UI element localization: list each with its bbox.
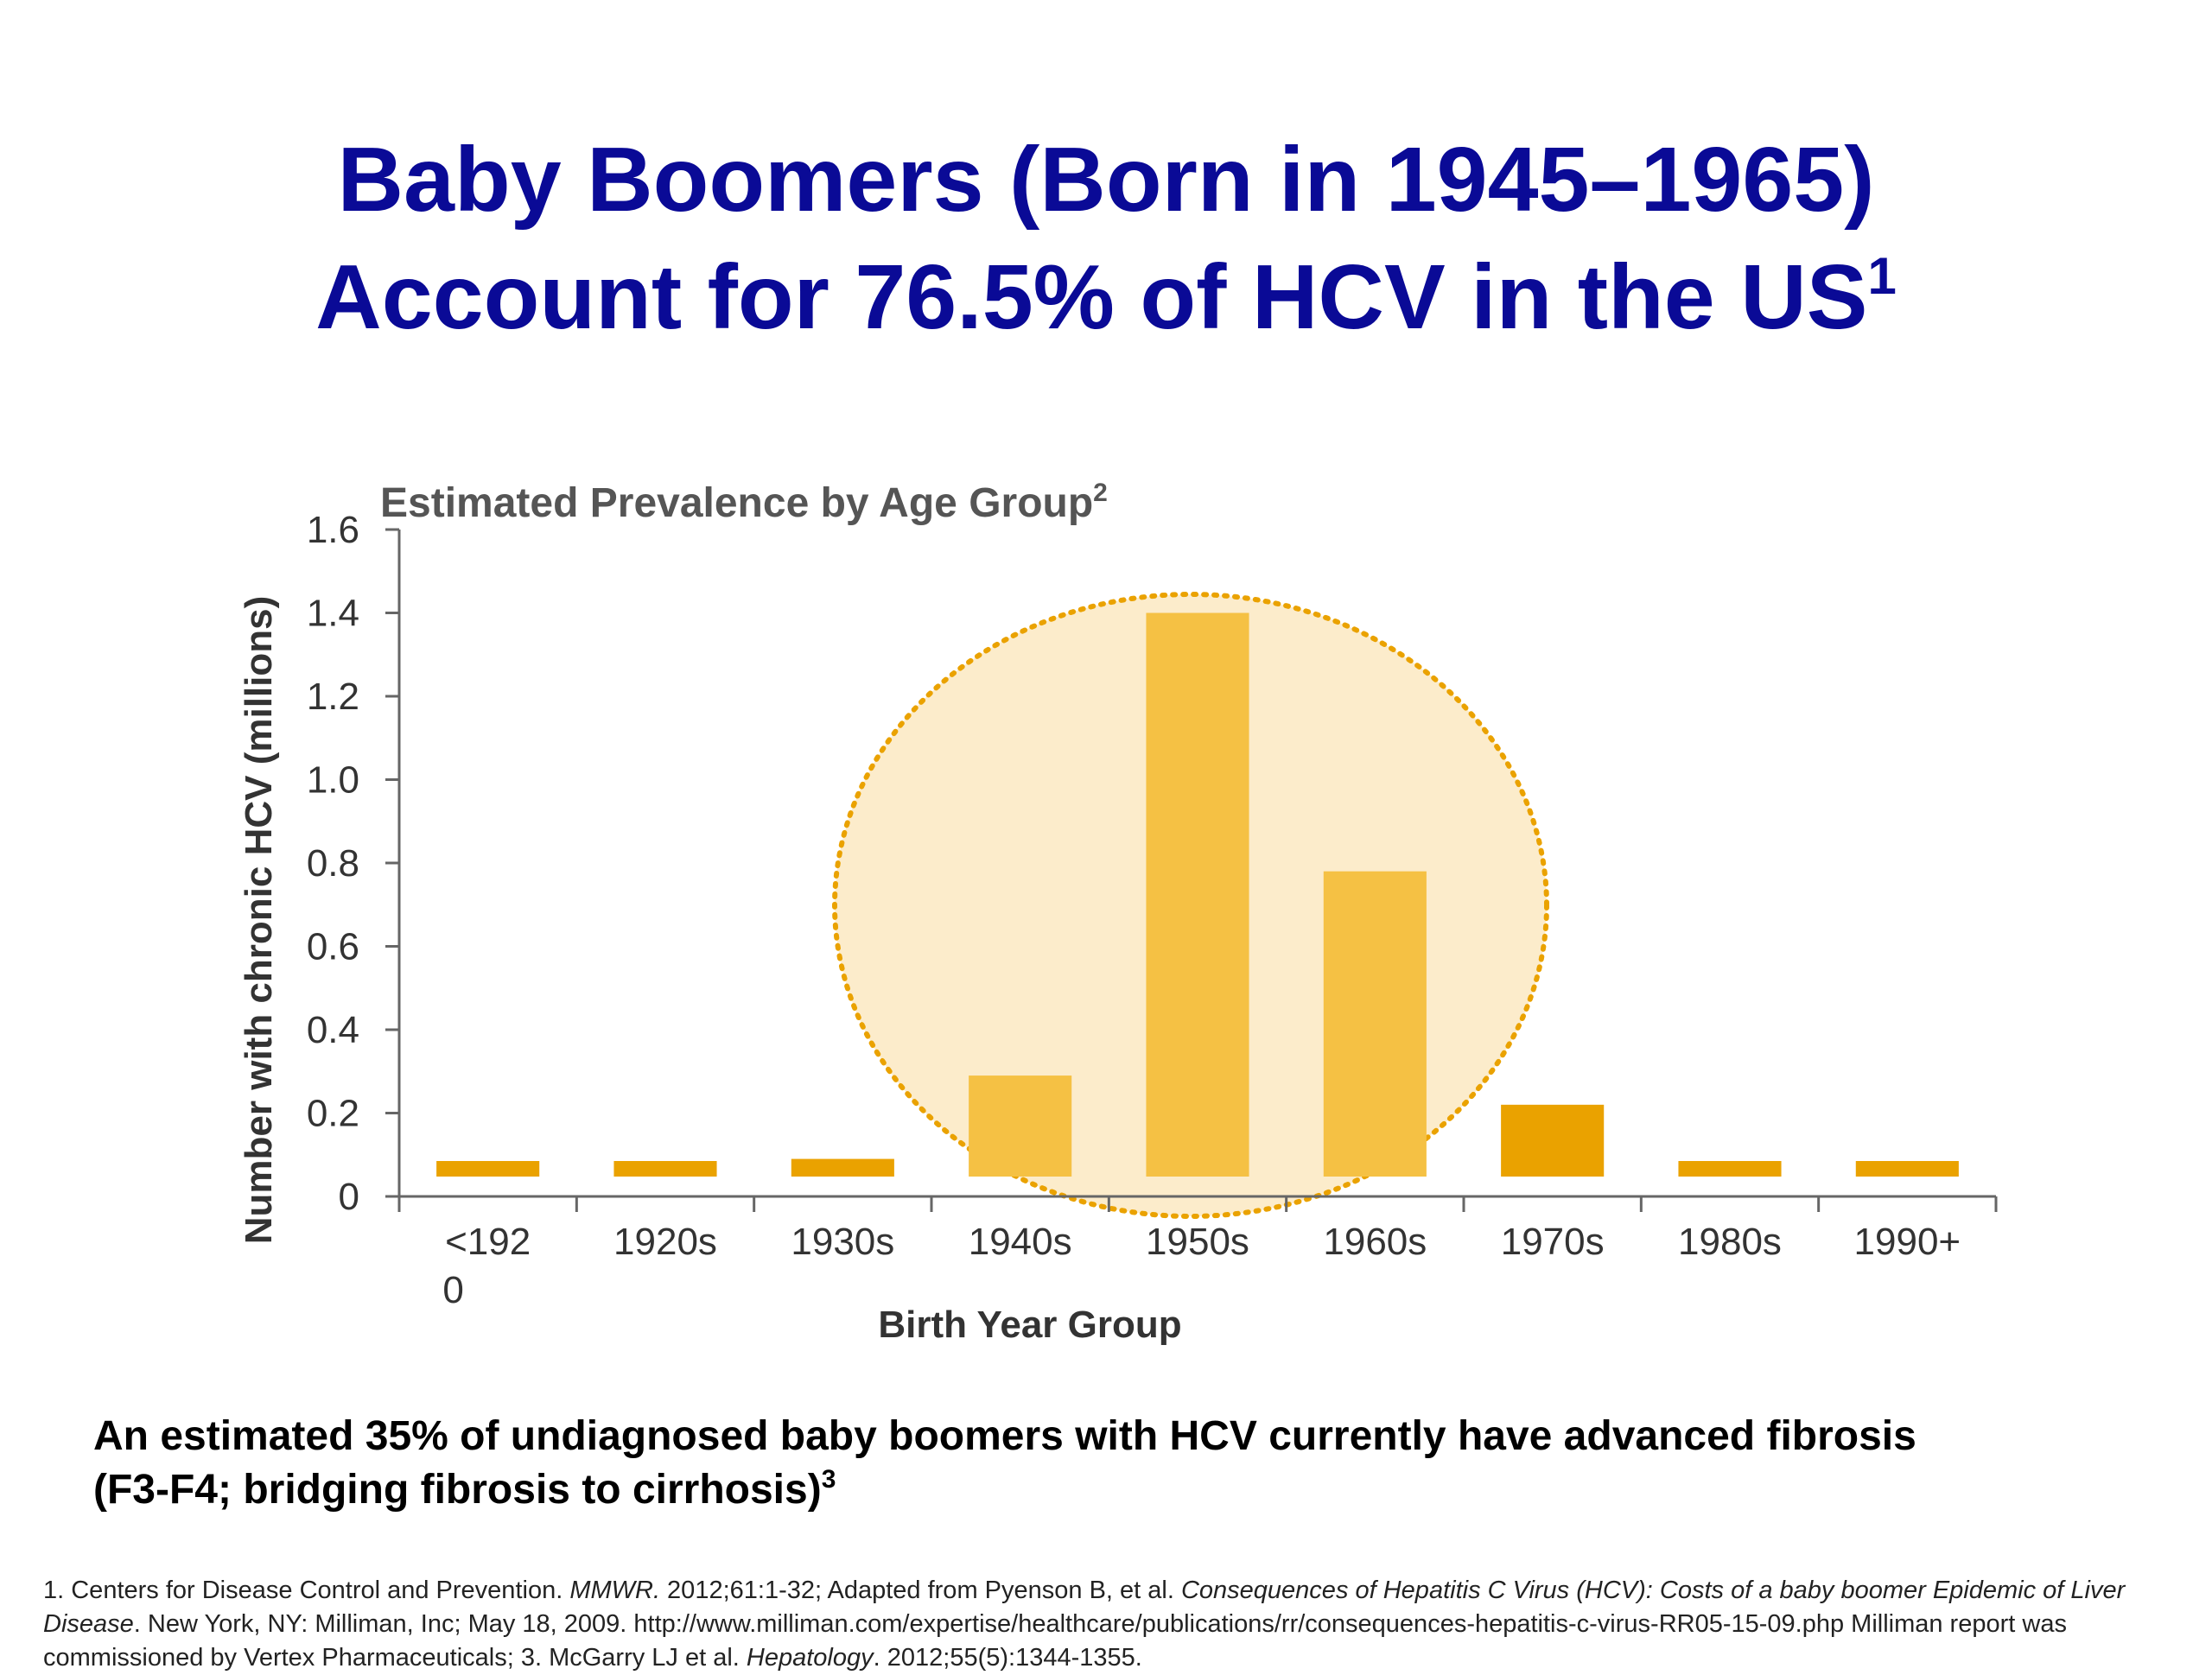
bar-1930s xyxy=(791,1158,894,1177)
bar-1990 xyxy=(1855,1161,1959,1177)
x-tick-label-cont: 0 xyxy=(442,1269,463,1311)
ref1-part-c: . New York, NY: Milliman, Inc; May 18, 2… xyxy=(43,1610,2067,1672)
x-tick-label: <192 xyxy=(445,1221,531,1263)
x-tick-label: 1920s xyxy=(613,1221,717,1263)
slide-title-line1: Baby Boomers (Born in 1945–1965) xyxy=(337,129,1875,231)
y-tick-label: 0.4 xyxy=(307,1009,359,1051)
y-tick-label: 1.0 xyxy=(307,759,359,802)
ref1-title: Consequences of Hepatitis C Virus (HCV):… xyxy=(43,1577,2126,1638)
y-axis-title: Number with chronic HCV (millions) xyxy=(238,596,280,1245)
ref1-part-a: 1. Centers for Disease Control and Preve… xyxy=(43,1577,570,1604)
bar-1960s xyxy=(1323,871,1427,1177)
bar-1920s xyxy=(613,1161,717,1177)
bar-1970s xyxy=(1501,1104,1605,1177)
slide-title: Baby Boomers (Born in 1945–1965) Account… xyxy=(0,121,2212,356)
y-tick-label: 0.8 xyxy=(307,842,359,885)
ref1-journal: MMWR. xyxy=(569,1577,660,1604)
y-tick-label: 0.6 xyxy=(307,926,359,968)
chart-title-text: Estimated Prevalence by Age Group xyxy=(380,480,1093,526)
slide-title-sup: 1 xyxy=(1867,247,1897,305)
x-tick-label: 1940s xyxy=(969,1221,1072,1263)
y-tick-label: 0 xyxy=(339,1176,359,1218)
y-tick-label: 1.6 xyxy=(307,509,359,551)
references: 1. Centers for Disease Control and Preve… xyxy=(43,1574,2177,1675)
chart-title-sup: 2 xyxy=(1093,479,1108,507)
axes-layer: 0 0.2 0.4 0.6 0.8 1.0 1.2 1.4 1.6 <192 0 1920s 1930s… xyxy=(307,509,1998,1311)
y-tick-label: 1.2 xyxy=(307,676,359,718)
bar-1920 xyxy=(436,1161,540,1177)
x-tick-label: 1980s xyxy=(1678,1221,1782,1263)
bar-1940s xyxy=(969,1075,1072,1177)
ref3-part-b: . 2012;55(5):1344-1355. xyxy=(873,1644,1142,1672)
fibrosis-note-sup: 3 xyxy=(821,1465,836,1494)
ref3-journal: Hepatology xyxy=(746,1644,874,1672)
y-tick-label: 0.2 xyxy=(307,1093,359,1135)
bar-1980s xyxy=(1678,1161,1782,1177)
fibrosis-note: An estimated 35% of undiagnosed baby boo… xyxy=(93,1410,2150,1517)
x-tick-label: 1970s xyxy=(1501,1221,1605,1263)
chart-title: Estimated Prevalence by Age Group2 xyxy=(380,479,1108,526)
x-tick-label: 1960s xyxy=(1323,1221,1427,1263)
slide-title-line2-text: Account for 76.5% of HCV in the US xyxy=(315,246,1868,348)
fibrosis-note-line1: An estimated 35% of undiagnosed baby boo… xyxy=(93,1413,1916,1459)
bar-1950s xyxy=(1146,612,1249,1177)
x-tick-label: 1990+ xyxy=(1854,1221,1961,1263)
ref1-part-b: 2012;61:1-32; Adapted from Pyenson B, et… xyxy=(660,1577,1181,1604)
x-tick-label: 1930s xyxy=(791,1221,894,1263)
x-axis-title: Birth Year Group xyxy=(878,1304,1181,1346)
bars-layer xyxy=(436,612,1959,1177)
slide-title-line2: Account for 76.5% of HCV in the US1 xyxy=(0,238,2212,356)
fibrosis-note-line2-text: (F3-F4; bridging fibrosis to cirrhosis) xyxy=(93,1467,822,1513)
y-tick-label: 1.4 xyxy=(307,593,359,635)
x-tick-label: 1950s xyxy=(1146,1221,1249,1263)
fibrosis-note-line2: (F3-F4; bridging fibrosis to cirrhosis)3 xyxy=(93,1463,2150,1517)
